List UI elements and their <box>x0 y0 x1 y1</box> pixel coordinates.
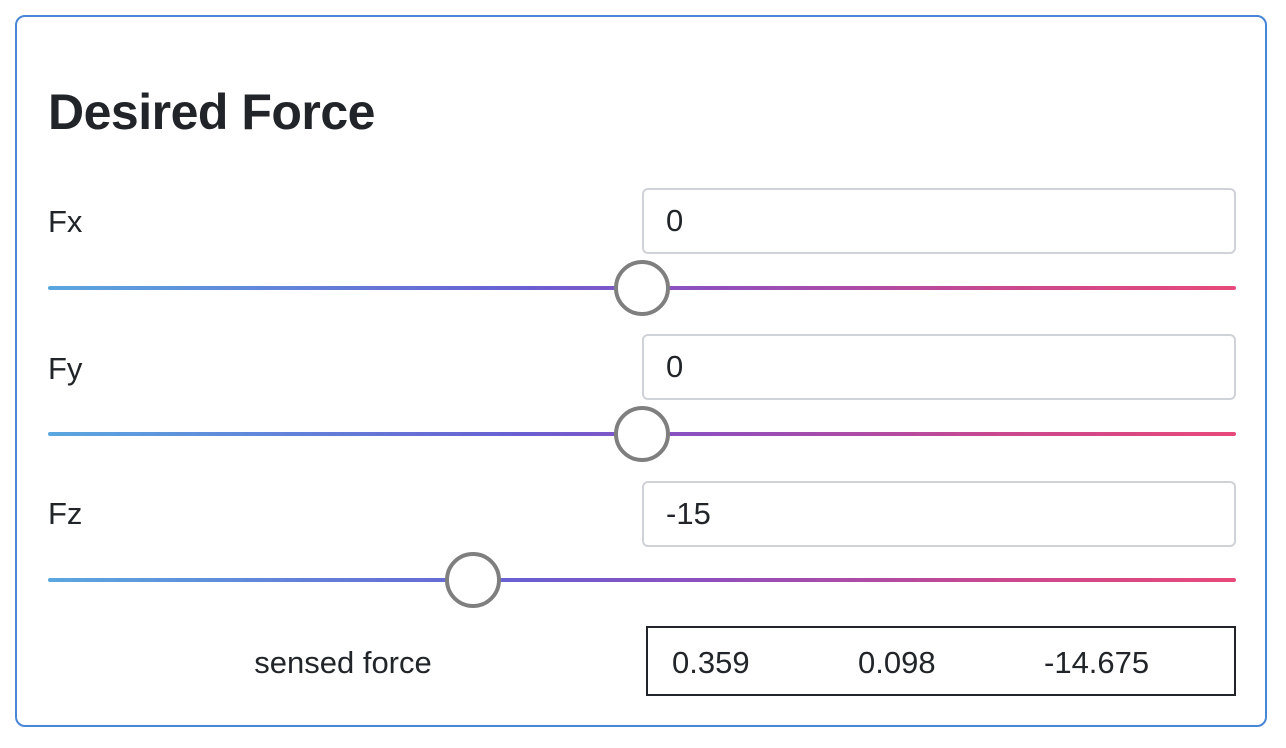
fz-slider[interactable] <box>48 552 1236 608</box>
sensed-force-label: sensed force <box>254 645 432 680</box>
fy-slider[interactable] <box>48 406 1236 462</box>
desired-force-panel <box>15 15 1267 727</box>
sensed-fx-value: 0.359 <box>672 645 750 680</box>
sensed-fz-value: -14.675 <box>1044 645 1150 680</box>
panel-title: Desired Force <box>48 84 375 140</box>
sensed-fy-value: 0.098 <box>858 645 936 680</box>
fz-label: Fz <box>48 496 83 531</box>
fz-slider-track[interactable] <box>48 578 1236 582</box>
fx-slider[interactable] <box>48 260 1236 316</box>
fz-input[interactable] <box>642 481 1236 547</box>
fz-slider-thumb[interactable] <box>445 552 502 608</box>
sensed-force-readout: 0.359 0.098 -14.675 <box>646 626 1236 696</box>
fx-slider-thumb[interactable] <box>614 260 670 316</box>
fy-input[interactable] <box>642 334 1236 400</box>
fx-input[interactable] <box>642 188 1236 254</box>
fy-label: Fy <box>48 351 83 386</box>
fx-label: Fx <box>48 204 83 239</box>
fy-slider-thumb[interactable] <box>614 406 670 462</box>
